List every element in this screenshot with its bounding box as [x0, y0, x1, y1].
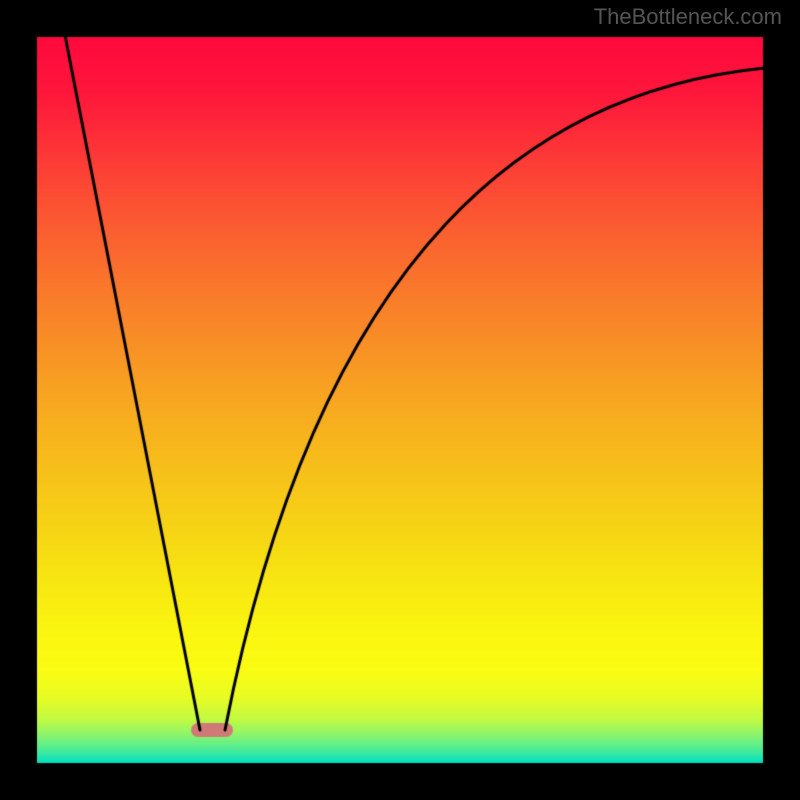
- curve-overlay-canvas: [0, 0, 800, 800]
- chart-container: TheBottleneck.com: [0, 0, 800, 800]
- watermark-label: TheBottleneck.com: [594, 4, 782, 30]
